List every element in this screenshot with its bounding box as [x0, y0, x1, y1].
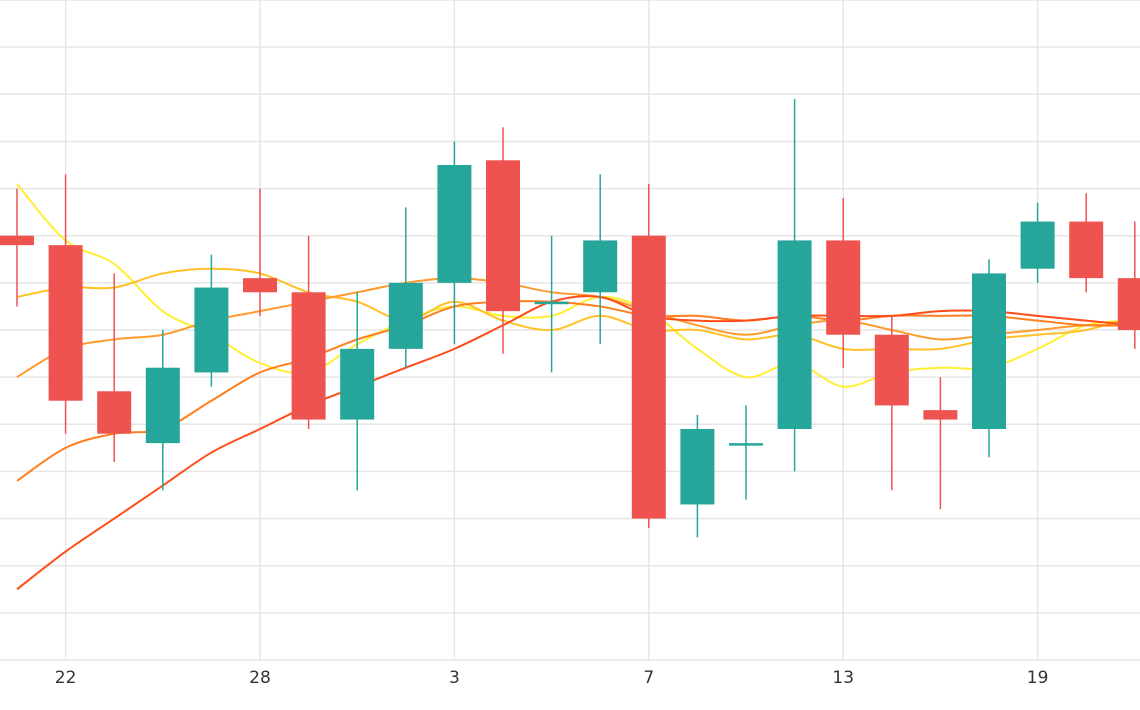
moving-average-lines	[16, 183, 1136, 591]
moving-average-line-1	[16, 183, 1135, 388]
x-tick-label: 3	[449, 668, 460, 688]
x-tick-label: 7	[643, 668, 654, 688]
candle-body	[826, 240, 861, 335]
candle	[0, 188, 34, 307]
x-tick-label: 13	[832, 668, 854, 688]
moving-average-line-3	[16, 277, 1135, 379]
candle-body	[48, 245, 83, 401]
candles-layer	[0, 99, 1140, 538]
candle	[826, 198, 861, 368]
candle-body	[631, 235, 666, 519]
candle	[680, 414, 715, 538]
candle-body	[291, 292, 326, 420]
candle	[923, 377, 958, 510]
candle-body	[972, 273, 1006, 429]
candle	[874, 315, 909, 491]
candle-body	[1020, 221, 1055, 269]
candle-body	[534, 301, 569, 305]
candle-body	[194, 287, 229, 373]
candle-body	[340, 348, 375, 420]
candle-body	[243, 278, 277, 293]
candle	[972, 259, 1006, 458]
moving-average-line-2	[16, 267, 1136, 351]
moving-average-line-5	[16, 295, 1135, 591]
candle	[486, 127, 520, 354]
candle	[388, 207, 423, 368]
candle	[194, 254, 229, 387]
candle-body	[777, 240, 812, 429]
candle	[534, 235, 569, 373]
candle	[97, 273, 132, 462]
candle	[631, 183, 666, 528]
candle-body	[1069, 221, 1104, 279]
candle	[729, 405, 763, 500]
candle	[48, 174, 83, 434]
candle	[583, 174, 618, 345]
moving-average-line-4	[16, 300, 1135, 482]
candle-body	[145, 367, 180, 444]
candle-body	[1117, 278, 1140, 330]
candle	[340, 292, 375, 491]
candle-body	[874, 334, 909, 406]
candle-body	[388, 282, 423, 349]
x-tick-label: 19	[1027, 668, 1049, 688]
candle-body	[486, 160, 520, 312]
candle-body	[923, 410, 958, 420]
candle	[1069, 193, 1104, 293]
candle	[291, 235, 326, 429]
candle-body	[583, 240, 618, 293]
candle	[145, 330, 180, 491]
grid-layer	[0, 0, 1140, 661]
candle-body	[680, 429, 715, 505]
x-tick-label: 28	[249, 668, 271, 688]
candle	[1117, 221, 1140, 349]
candle-body	[0, 235, 34, 246]
x-axis-ticks: 22 28 3 7 13 19	[55, 668, 1049, 688]
x-tick-label: 22	[55, 668, 77, 688]
candle-body	[729, 443, 763, 446]
candle	[1020, 202, 1055, 283]
candle-body	[97, 391, 132, 434]
candle	[437, 141, 472, 345]
candle-body	[437, 165, 472, 283]
candle	[243, 188, 277, 316]
candle	[777, 99, 812, 472]
